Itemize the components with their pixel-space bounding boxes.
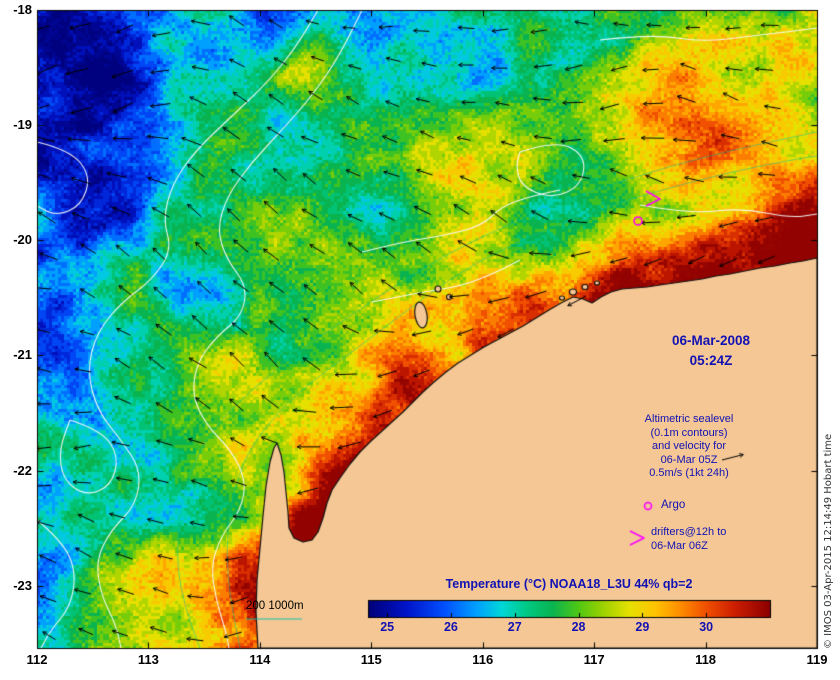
altimetry-note-line: 06-Mar 05Z (660, 453, 718, 466)
colorbar-tick-label: 29 (635, 620, 650, 634)
lat-tick-label: -18 (13, 2, 32, 17)
lat-tick-label: -23 (13, 577, 32, 593)
colorbar-tick-label: 26 (443, 620, 458, 634)
altimetry-note-line: 0.5m/s (1kt 24h) (649, 467, 729, 479)
altimetry-note-line: and velocity for (652, 440, 726, 452)
lat-tick-label: -21 (13, 347, 32, 363)
drifter-legend-label: drifters@12h to 06-Mar 06Z (651, 526, 726, 553)
observation-datetime: 06-Mar-2008 05:24Z (648, 331, 774, 371)
lon-tick-label: 114 (249, 652, 271, 667)
lon-tick-label: 117 (583, 652, 605, 667)
copyright-watermark: © IMOS 03-Apr-2015 12:14:49 Hobart time (823, 433, 834, 649)
altimetry-legend-note: Altimetric sealevel (0.1m contours) and ve… (624, 413, 754, 481)
lat-tick-label: -19 (13, 117, 32, 133)
lat-tick-label: -20 (13, 232, 32, 248)
lon-tick-label: 116 (472, 652, 494, 667)
lon-tick-label: 112 (26, 652, 48, 667)
altimetry-note-line: Altimetric sealevel (644, 413, 734, 425)
altimetry-note-line: (0.1m contours) (650, 426, 728, 439)
lon-tick-label: 113 (137, 652, 159, 667)
colorbar-title: Temperature (°C) NOAA18_L3U 44% qb=2 (445, 577, 693, 591)
drifter-note-line: 06-Mar 06Z (651, 539, 708, 552)
bathymetry-legend-label: 200 1000m (246, 600, 304, 612)
lat-tick-label: -22 (13, 462, 32, 478)
argo-legend-label: Argo (661, 499, 686, 511)
colorbar-tick-label: 27 (507, 620, 522, 634)
colorbar-tick-label: 28 (571, 620, 586, 634)
colorbar-tick-label: 25 (380, 620, 395, 634)
colorbar-tick-label: 30 (699, 620, 714, 634)
lon-tick-label: 115 (360, 652, 382, 667)
observation-time: 05:24Z (689, 353, 733, 368)
lon-tick-label: 119 (806, 652, 828, 667)
lon-tick-label: 118 (695, 652, 717, 667)
drifter-note-line: drifters@12h to (651, 526, 727, 538)
observation-date: 06-Mar-2008 (671, 333, 751, 348)
